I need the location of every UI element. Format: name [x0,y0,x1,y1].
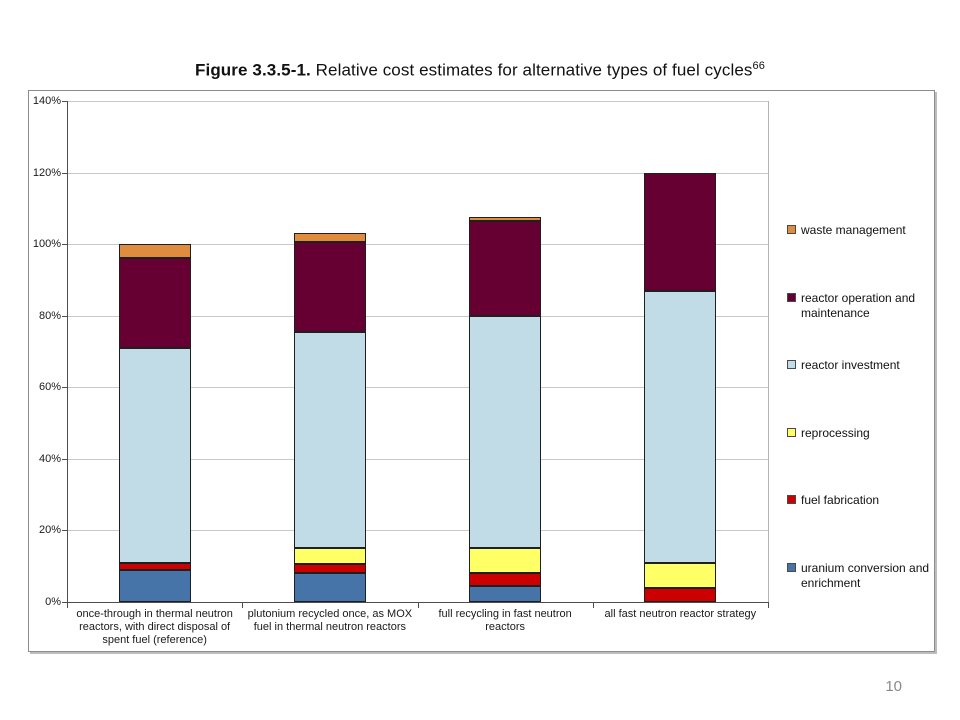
plot-border-right [768,101,769,602]
y-axis-tick [62,315,67,317]
x-axis-category-label: once-through in thermal neutron reactors… [76,608,233,647]
bar-segment-fuel-fabrication [118,562,191,570]
y-axis-tick [62,458,67,460]
bar-segment-fuel-fabrication [293,564,366,574]
gridline [67,172,768,174]
y-axis-tick [62,101,67,102]
x-axis-line [67,602,769,603]
bar-segment-reactor-operation-and-maintenance [293,242,366,332]
x-axis-category-label: plutonium recycled once, as MOX fuel in … [247,608,413,634]
legend-swatch-icon [787,427,796,437]
y-axis-label: 100% [32,238,61,251]
y-axis-label: 80% [38,309,61,322]
figure-title-text: Relative cost estimates for alternative … [310,60,753,80]
x-axis-category-label: full recycling in fast neutron reactors [438,608,572,634]
bar-segment-reactor-investment [644,290,717,563]
bar-segment-reprocessing [644,562,717,588]
y-axis-label: 0% [45,596,61,608]
y-axis-tick [62,602,67,603]
legend-label: uranium conversion and enrichment [801,560,930,590]
gridline [67,530,768,532]
legend-label: fuel fabrication [801,493,880,507]
legend-swatch-icon [787,292,796,302]
page-number: 10 [885,678,902,695]
figure-title-footnote-ref: 66 [752,60,765,72]
x-axis-tick [768,603,769,608]
x-axis-category-label: all fast neutron reactor strategy [604,608,757,620]
legend-swatch-icon [787,562,796,572]
figure-title-number: Figure 3.3.5-1. [195,60,311,80]
legend-swatch-icon [787,225,796,234]
legend-label: waste management [801,223,906,237]
y-axis-label: 40% [38,452,61,465]
x-axis-tick [417,603,419,608]
gridline [67,315,768,317]
gridline [67,101,768,102]
y-axis-tick [62,530,67,532]
bar-segment-waste-management [469,217,542,221]
bar-segment-uranium-conversion-and-enrichment [118,569,191,602]
bar-segment-reactor-operation-and-maintenance [644,172,717,291]
legend-label: reactor investment [801,358,900,372]
x-axis-tick [242,603,244,608]
y-axis-label: 20% [38,524,61,537]
legend-swatch-icon [787,495,796,504]
gridline [67,458,768,460]
gridline [67,244,768,246]
bar-segment-waste-management [293,233,366,243]
y-axis-tick [62,244,67,246]
legend-label: reactor operation and maintenance [801,290,916,320]
y-axis-tick [62,172,67,174]
bar-segment-fuel-fabrication [644,587,717,602]
figure-title: Figure 3.3.5-1. Relative cost estimates … [0,60,960,81]
bar-segment-waste-management [118,244,191,259]
y-axis-label: 140% [32,95,61,107]
legend-label: reprocessing [801,425,870,440]
bar-segment-reactor-investment [469,315,542,549]
bar-segment-reprocessing [469,548,542,574]
bar-segment-uranium-conversion-and-enrichment [469,585,542,602]
bar-segment-reactor-investment [118,347,191,563]
bar-segment-reactor-investment [293,331,366,549]
bar-segment-uranium-conversion-and-enrichment [293,573,366,602]
x-axis-tick [592,603,594,608]
y-axis-tick [62,387,67,389]
gridline [67,387,768,389]
y-axis-line [67,101,68,602]
legend-swatch-icon [787,360,796,369]
bar-segment-fuel-fabrication [469,573,542,586]
y-axis-label: 120% [32,166,61,179]
chart-area: 0% 20% 40% 60% 80% 100% 120% 140% once-through i… [28,90,935,652]
bar-segment-reactor-operation-and-maintenance [469,220,542,316]
bar-segment-reactor-operation-and-maintenance [118,258,191,348]
x-axis-tick [67,603,68,608]
y-axis-label: 60% [38,381,61,394]
bar-segment-reprocessing [293,548,366,565]
